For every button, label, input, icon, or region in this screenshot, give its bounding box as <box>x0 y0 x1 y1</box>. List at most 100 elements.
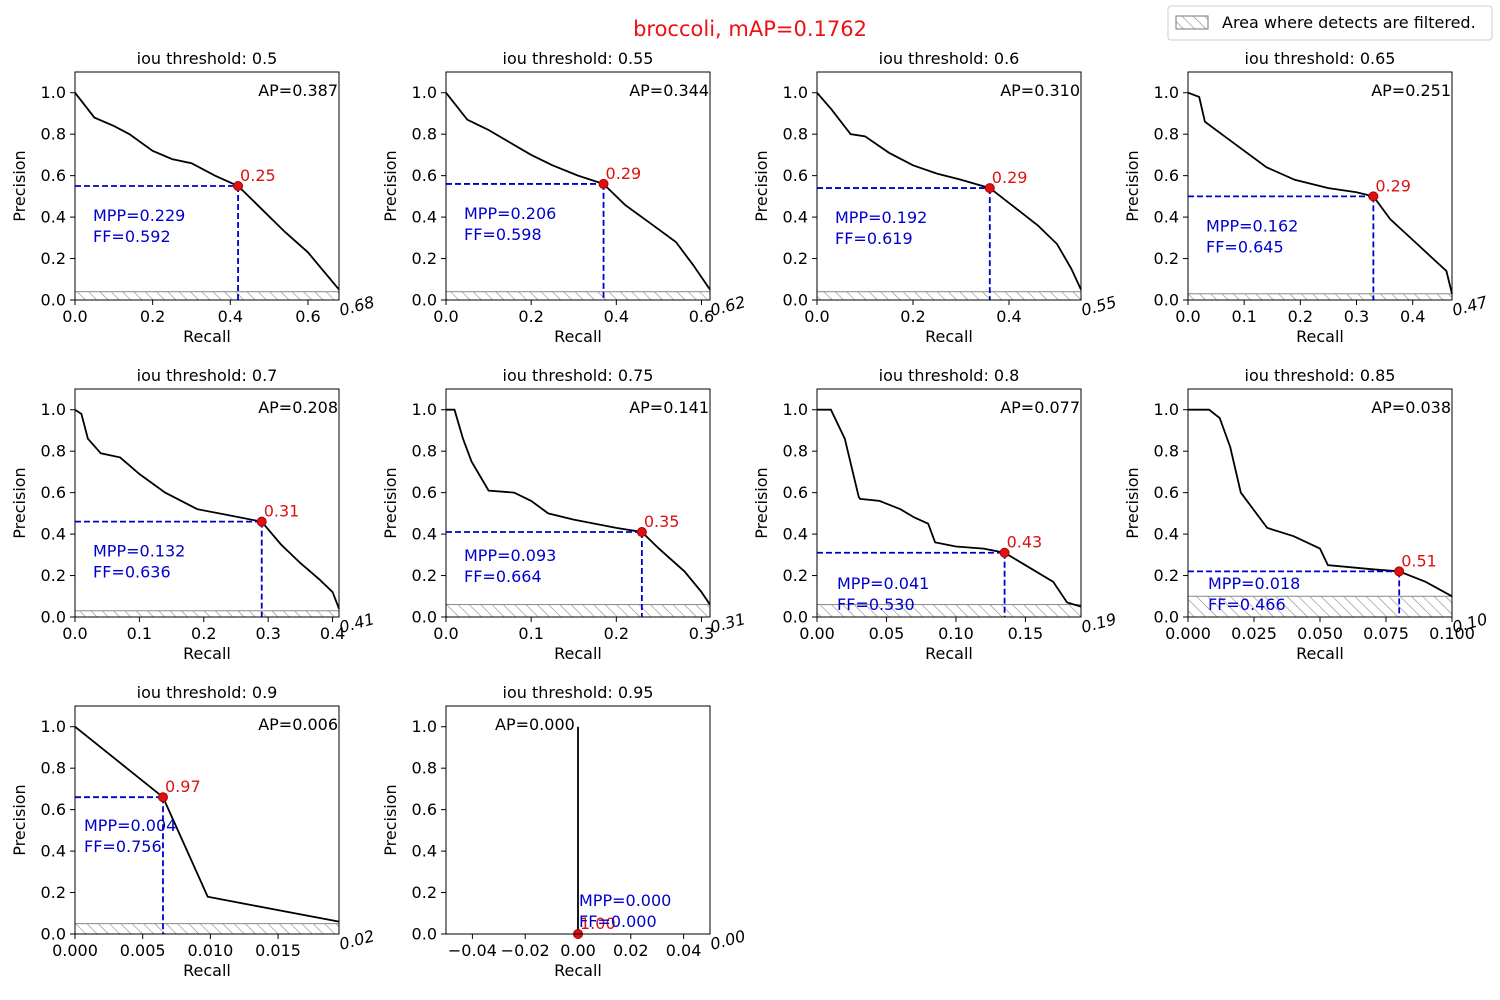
x-tick-label: 0.6 <box>295 307 320 326</box>
y-tick-label: 0.4 <box>412 842 437 861</box>
mpp-label: MPP=0.132 <box>93 542 185 561</box>
y-tick-label: 0.6 <box>41 800 66 819</box>
ff-label: FF=0.466 <box>1208 595 1286 614</box>
y-axis-label: Precision <box>1123 150 1142 221</box>
y-tick-label: 0.0 <box>412 608 437 627</box>
y-tick-label: 1.0 <box>41 400 66 419</box>
ap-label: AP=0.310 <box>1000 81 1080 100</box>
y-tick-label: 0.8 <box>1154 125 1179 144</box>
y-tick-label: 0.6 <box>41 166 66 185</box>
y-tick-label: 0.0 <box>783 608 808 627</box>
y-tick-label: 0.8 <box>412 125 437 144</box>
x-tick-label: 0.0 <box>433 307 458 326</box>
y-tick-label: 1.0 <box>783 83 808 102</box>
y-tick-label: 0.0 <box>412 291 437 310</box>
y-tick-label: 0.8 <box>783 442 808 461</box>
y-tick-label: 0.2 <box>41 249 66 268</box>
max-recall-label: 0.55 <box>1079 292 1118 320</box>
operating-point-marker <box>1394 566 1405 577</box>
y-tick-label: 0.8 <box>41 125 66 144</box>
y-tick-label: 0.6 <box>41 483 66 502</box>
x-axis-label: Recall <box>925 327 973 346</box>
ff-label: FF=0.636 <box>93 563 171 582</box>
y-tick-label: 0.2 <box>412 566 437 585</box>
max-recall-label: 0.19 <box>1079 609 1118 637</box>
mpp-label: MPP=0.229 <box>93 206 185 225</box>
subplot-grid: iou threshold: 0.50.00.20.40.60.81.00.0 0… <box>10 49 1490 980</box>
subplot-8: iou threshold: 0.85 0.0 0.2 0.4 0.6 0.8 1.0 0.0… <box>1123 366 1489 663</box>
subplot-7: iou threshold: 0.8 0.0 0.2 0.4 0.6 0.8 1.0 0.00… <box>752 366 1118 663</box>
ap-label: AP=0.251 <box>1371 81 1451 100</box>
operating-point-label: 0.29 <box>606 164 642 183</box>
y-tick-label: 0.0 <box>41 608 66 627</box>
x-tick-label: 0.075 <box>1363 624 1409 643</box>
y-tick-label: 0.6 <box>1154 166 1179 185</box>
x-tick-label: 0.00 <box>799 624 835 643</box>
y-axis-label: Precision <box>10 467 29 538</box>
y-tick-label: 0.4 <box>783 208 808 227</box>
mpp-label: MPP=0.000 <box>579 891 671 910</box>
x-tick-label: 0.0 <box>62 624 87 643</box>
y-tick-label: 0.4 <box>41 525 66 544</box>
operating-point-label: 0.43 <box>1007 533 1043 552</box>
operating-point-marker <box>233 181 244 191</box>
filtered-region <box>74 291 340 301</box>
x-tick-label: 0.3 <box>255 624 280 643</box>
x-tick-label: 0.015 <box>255 941 301 960</box>
y-tick-label: 0.0 <box>412 925 437 944</box>
x-tick-label: 0.2 <box>518 307 543 326</box>
y-tick-label: 0.2 <box>783 566 808 585</box>
operating-point-marker <box>1368 191 1379 202</box>
x-tick-label: 0.10 <box>938 624 974 643</box>
subplot-3: iou threshold: 0.6 0.0 0.2 0.4 0.6 0.8 1.0 0.0 0… <box>752 49 1118 346</box>
operating-point-marker <box>636 527 647 538</box>
x-tick-label: 0.025 <box>1231 624 1277 643</box>
y-tick-label: 0.0 <box>41 925 66 944</box>
y-tick-label: 0.8 <box>783 125 808 144</box>
operating-point-label: 0.29 <box>992 168 1028 187</box>
ff-label: FF=0.000 <box>579 912 657 931</box>
y-tick-label: 1.0 <box>41 83 66 102</box>
mpp-label: MPP=0.192 <box>835 208 927 227</box>
y-tick-label: 0.2 <box>1154 566 1179 585</box>
y-axis-label: Precision <box>381 784 400 855</box>
y-tick-label: 0.0 <box>783 291 808 310</box>
y-tick-label: 1.0 <box>412 83 437 102</box>
x-tick-label: 0.2 <box>140 307 165 326</box>
y-axis-label: Precision <box>10 150 29 221</box>
operating-point-label: 0.97 <box>165 777 201 796</box>
operating-point-label: 0.25 <box>240 166 276 185</box>
filtered-region <box>445 291 711 301</box>
ff-label: FF=0.530 <box>837 595 915 614</box>
y-axis-label: Precision <box>381 150 400 221</box>
ap-label: AP=0.038 <box>1371 398 1451 417</box>
x-axis-label: Recall <box>1296 327 1344 346</box>
y-tick-label: 0.6 <box>412 483 437 502</box>
y-tick-label: 0.4 <box>1154 525 1179 544</box>
x-tick-label: 0.0 <box>1175 307 1200 326</box>
pr-curve <box>74 725 340 923</box>
y-axis-label: Precision <box>381 467 400 538</box>
pr-curve <box>817 408 1082 608</box>
y-tick-label: 0.2 <box>41 883 66 902</box>
x-axis-label: Recall <box>925 644 973 663</box>
axes-frame <box>816 388 1082 618</box>
operating-point-label: 0.51 <box>1401 551 1437 570</box>
x-axis-label: Recall <box>183 644 231 663</box>
y-axis-label: Precision <box>752 150 771 221</box>
y-tick-label: 0.2 <box>1154 249 1179 268</box>
y-tick-label: 0.4 <box>783 525 808 544</box>
x-tick-label: 0.000 <box>1165 624 1211 643</box>
x-axis-label: Recall <box>554 961 602 980</box>
subplot-title: iou threshold: 0.65 <box>1245 49 1396 68</box>
axes-frame <box>445 705 711 935</box>
y-tick-label: 1.0 <box>41 717 66 736</box>
subplot-title: iou threshold: 0.75 <box>503 366 654 385</box>
axes-frame <box>74 388 340 618</box>
subplot-title: iou threshold: 0.95 <box>503 683 654 702</box>
pr-curve <box>445 92 711 291</box>
legend-frame <box>1167 5 1493 41</box>
mpp-label: MPP=0.018 <box>1208 574 1300 593</box>
pr-curve <box>74 408 340 610</box>
